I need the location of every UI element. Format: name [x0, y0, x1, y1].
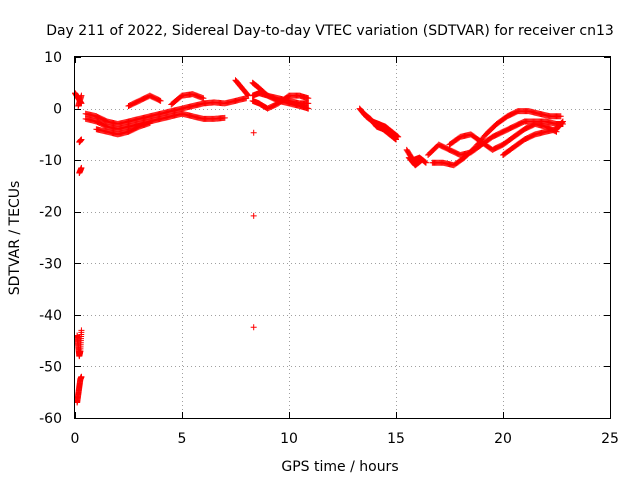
data-point — [78, 373, 85, 380]
data-point — [422, 159, 429, 166]
x-tick-label: 10 — [280, 431, 298, 447]
data-point — [250, 129, 257, 136]
tick-labels: 0 5 10 15 20 25 10 0 -10 -20 -30 -40 -50 -60 — [39, 50, 619, 447]
data-point — [392, 135, 399, 142]
y-tick-label: 0 — [53, 102, 62, 118]
data-point — [250, 212, 257, 219]
y-tick-label: -40 — [39, 308, 62, 324]
data-point — [200, 95, 207, 102]
data-point — [156, 97, 163, 104]
data-point — [78, 136, 85, 143]
data-point — [250, 324, 257, 331]
data-point — [418, 157, 425, 164]
x-tick-label: 20 — [494, 431, 512, 447]
data-point — [244, 91, 251, 98]
data-points — [72, 77, 566, 406]
data-point — [417, 158, 424, 165]
data-point — [422, 159, 429, 166]
data-point — [418, 157, 425, 164]
data-point — [221, 114, 228, 121]
data-point — [559, 118, 566, 125]
y-tick-label: -20 — [39, 205, 62, 221]
y-tick-label: -50 — [39, 359, 62, 375]
data-point — [393, 136, 399, 143]
data-point — [78, 92, 85, 99]
data-point — [391, 135, 398, 142]
x-tick-label: 15 — [387, 431, 405, 447]
plot-frame — [74, 56, 611, 419]
data-point — [305, 100, 312, 107]
data-point — [305, 95, 312, 102]
data-point — [557, 113, 564, 120]
x-axis-title: GPS time / hours — [281, 459, 398, 475]
axis-ticks — [75, 57, 611, 419]
data-point — [157, 97, 164, 104]
data-point — [305, 105, 312, 112]
y-tick-label: -30 — [39, 256, 62, 272]
y-tick-label: 10 — [44, 50, 62, 66]
data-point — [146, 120, 153, 127]
x-tick-label: 5 — [178, 431, 187, 447]
x-tick-label: 0 — [71, 431, 80, 447]
chart-title: Day 211 of 2022, Sidereal Day-to-day VTE… — [46, 23, 614, 39]
data-point — [78, 164, 85, 171]
y-axis-title: SDTVAR / TECUs — [7, 181, 23, 296]
y-tick-label: -10 — [39, 153, 62, 169]
data-point — [78, 327, 85, 334]
y-tick-label: -60 — [39, 411, 62, 427]
data-point — [559, 119, 566, 126]
x-tick-label: 25 — [601, 431, 619, 447]
